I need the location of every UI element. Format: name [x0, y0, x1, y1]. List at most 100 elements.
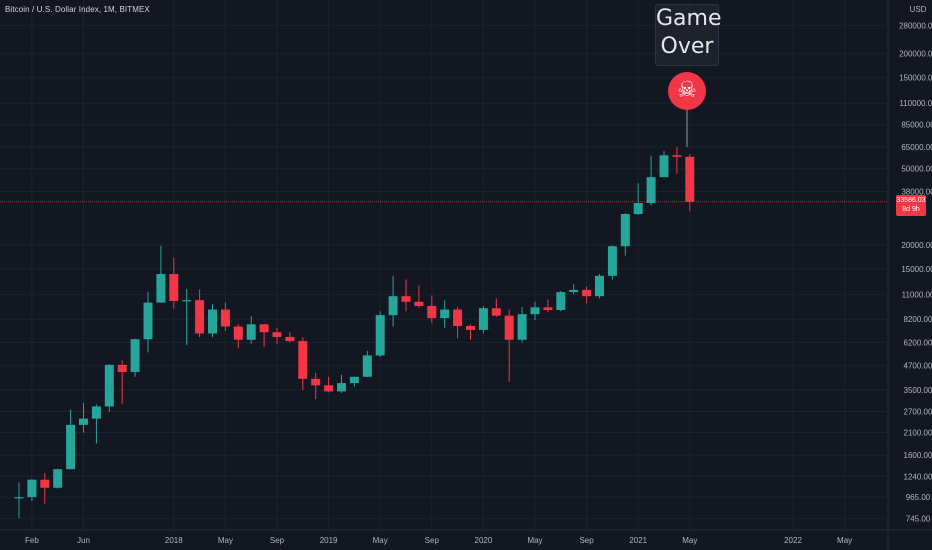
- candle-body: [324, 385, 334, 392]
- candle[interactable]: [169, 257, 179, 309]
- candle[interactable]: [182, 288, 192, 346]
- candle[interactable]: [66, 409, 76, 470]
- candle[interactable]: [582, 286, 592, 304]
- candle-body: [130, 339, 140, 373]
- candle[interactable]: [569, 284, 579, 295]
- candle[interactable]: [285, 332, 295, 343]
- countdown-label: 8d 9h: [902, 206, 920, 213]
- candle[interactable]: [440, 300, 450, 328]
- candle[interactable]: [646, 155, 656, 206]
- candle[interactable]: [272, 327, 282, 344]
- candle[interactable]: [130, 338, 140, 377]
- time-axis[interactable]: Feb Jun 2018 May Sep 2019 May Sep 2020 May Sep 2021…: [25, 536, 852, 545]
- candle-body: [427, 306, 437, 319]
- candle-body: [569, 289, 579, 293]
- candle[interactable]: [517, 306, 527, 343]
- time-tick-label: May: [373, 536, 388, 545]
- candle[interactable]: [556, 290, 566, 312]
- candle[interactable]: [104, 364, 114, 412]
- candle[interactable]: [117, 360, 127, 404]
- candle[interactable]: [530, 301, 540, 321]
- candle-body: [582, 289, 592, 297]
- candle-body: [478, 308, 488, 330]
- candle[interactable]: [91, 404, 101, 444]
- candle-body: [169, 274, 179, 301]
- candle[interactable]: [246, 316, 256, 344]
- candle[interactable]: [27, 478, 37, 502]
- candle-body: [79, 418, 88, 425]
- time-tick-label: 2019: [320, 536, 338, 545]
- candle[interactable]: [259, 323, 269, 347]
- candle-body: [659, 155, 669, 178]
- candle[interactable]: [324, 376, 334, 393]
- price-tick-label: 11000.00: [902, 291, 932, 300]
- candle[interactable]: [337, 374, 346, 393]
- candle-body: [53, 469, 63, 488]
- candle[interactable]: [478, 306, 488, 334]
- price-axis[interactable]: 280000.00 200000.00 150000.00 110000.00 8500…: [899, 5, 932, 524]
- candle[interactable]: [427, 295, 437, 324]
- candle-body: [453, 309, 463, 326]
- candle[interactable]: [40, 472, 50, 504]
- candle[interactable]: [466, 324, 475, 340]
- candle-body: [349, 376, 359, 384]
- candle[interactable]: [504, 309, 514, 383]
- time-tick-label: May: [682, 536, 697, 545]
- candle-body: [595, 275, 604, 297]
- time-tick-label: 2022: [784, 536, 802, 545]
- candle-body: [556, 292, 566, 311]
- candle-body: [646, 177, 656, 204]
- time-tick-label: Feb: [25, 536, 39, 545]
- candle-body: [375, 315, 385, 356]
- candle[interactable]: [311, 372, 321, 400]
- candle-body: [298, 341, 308, 379]
- candle[interactable]: [298, 337, 308, 390]
- candle-body: [104, 364, 114, 407]
- candle-body: [195, 300, 205, 334]
- price-tick-label: 85000.00: [901, 121, 932, 130]
- price-tick-label: 1240.00: [904, 472, 932, 481]
- candle[interactable]: [401, 279, 411, 312]
- time-tick-label: May: [837, 536, 852, 545]
- candle[interactable]: [633, 183, 643, 215]
- price-tick-label: 280000.00: [899, 21, 932, 30]
- candle[interactable]: [79, 402, 88, 433]
- candle[interactable]: [143, 291, 153, 353]
- candle[interactable]: [195, 289, 205, 338]
- candle[interactable]: [388, 275, 398, 327]
- candle[interactable]: [53, 468, 63, 489]
- candle[interactable]: [414, 285, 424, 308]
- candle-body: [672, 155, 682, 157]
- candle[interactable]: [672, 147, 682, 174]
- current-price-value: 33586.03: [896, 197, 926, 204]
- candle-body: [362, 355, 372, 377]
- candle[interactable]: [375, 311, 385, 358]
- game-over-label: Game Over: [655, 4, 722, 66]
- candle-body: [414, 301, 424, 307]
- candle[interactable]: [14, 482, 24, 519]
- time-tick-label: Sep: [425, 536, 440, 545]
- candle[interactable]: [208, 304, 217, 338]
- candle[interactable]: [233, 323, 243, 349]
- candle[interactable]: [491, 298, 501, 318]
- candle[interactable]: [659, 151, 669, 178]
- candle[interactable]: [362, 350, 372, 378]
- candle[interactable]: [156, 245, 166, 303]
- time-tick-label: Sep: [579, 536, 594, 545]
- price-tick-label: 200000.00: [899, 49, 932, 58]
- candle[interactable]: [543, 299, 553, 313]
- candle[interactable]: [685, 154, 695, 212]
- candle[interactable]: [620, 213, 630, 256]
- candle[interactable]: [220, 302, 230, 332]
- candle[interactable]: [595, 274, 604, 299]
- time-tick-label: Jun: [77, 536, 90, 545]
- candle-body: [14, 497, 24, 499]
- candle[interactable]: [349, 376, 359, 387]
- candle-body: [633, 203, 643, 215]
- candle[interactable]: [453, 306, 463, 339]
- candle[interactable]: [607, 245, 617, 280]
- candle-body: [530, 307, 540, 315]
- price-tick-label: 8200.00: [904, 315, 932, 324]
- candle-body: [156, 274, 166, 303]
